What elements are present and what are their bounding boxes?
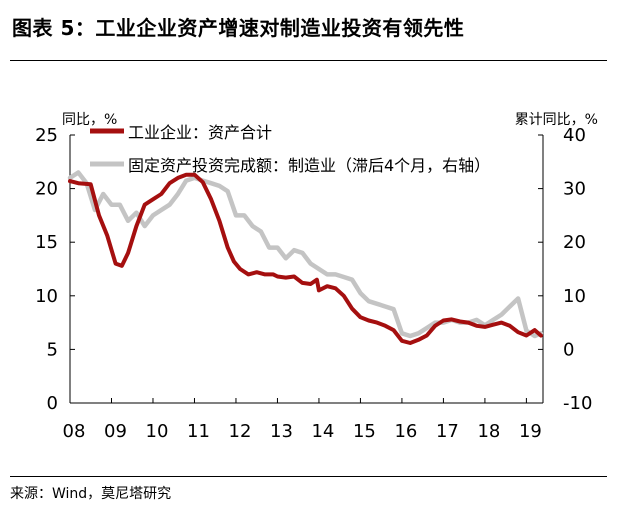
top-rule	[10, 60, 607, 61]
left-tick-label: 20	[35, 179, 58, 200]
x-tick-label: 16	[394, 421, 417, 442]
x-tick-label: 19	[519, 421, 542, 442]
series-line-0	[68, 172, 543, 345]
x-tick-label: 10	[146, 421, 169, 442]
left-tick-label: 15	[35, 232, 58, 253]
legend-label-1: 固定资产投资完成额：制造业（滞后4个月，右轴）	[128, 156, 490, 175]
right-tick-label: 20	[563, 232, 586, 253]
x-tick-label: 11	[187, 421, 210, 442]
left-tick-label: 5	[47, 339, 58, 360]
x-tick-label: 08	[63, 421, 86, 442]
left-axis-title: 同比，%	[62, 112, 117, 128]
x-tick-label: 13	[270, 421, 293, 442]
x-tick-label: 12	[229, 421, 252, 442]
x-tick-label: 18	[477, 421, 500, 442]
right-tick-label: 40	[563, 125, 586, 146]
x-tick-label: 14	[311, 421, 334, 442]
x-tick-label: 09	[104, 421, 127, 442]
series-line-1	[67, 170, 544, 339]
right-axis-title: 累计同比，%	[515, 112, 598, 128]
legend-label-0: 工业企业：资产合计	[128, 123, 272, 142]
right-tick-label: 10	[563, 286, 586, 307]
right-tick-label: 30	[563, 179, 586, 200]
x-tick-label: 17	[436, 421, 459, 442]
figure-title: 图表 5：工业企业资产增速对制造业投资有领先性	[12, 16, 465, 40]
left-tick-label: 25	[35, 125, 58, 146]
right-tick-label: 0	[563, 339, 574, 360]
right-tick-label: -10	[563, 393, 592, 414]
left-tick-label: 10	[35, 286, 58, 307]
left-tick-label: 0	[47, 393, 58, 414]
x-tick-label: 15	[353, 421, 376, 442]
bottom-rule	[10, 476, 607, 477]
figure-source: 来源：Wind，莫尼塔研究	[10, 486, 172, 502]
